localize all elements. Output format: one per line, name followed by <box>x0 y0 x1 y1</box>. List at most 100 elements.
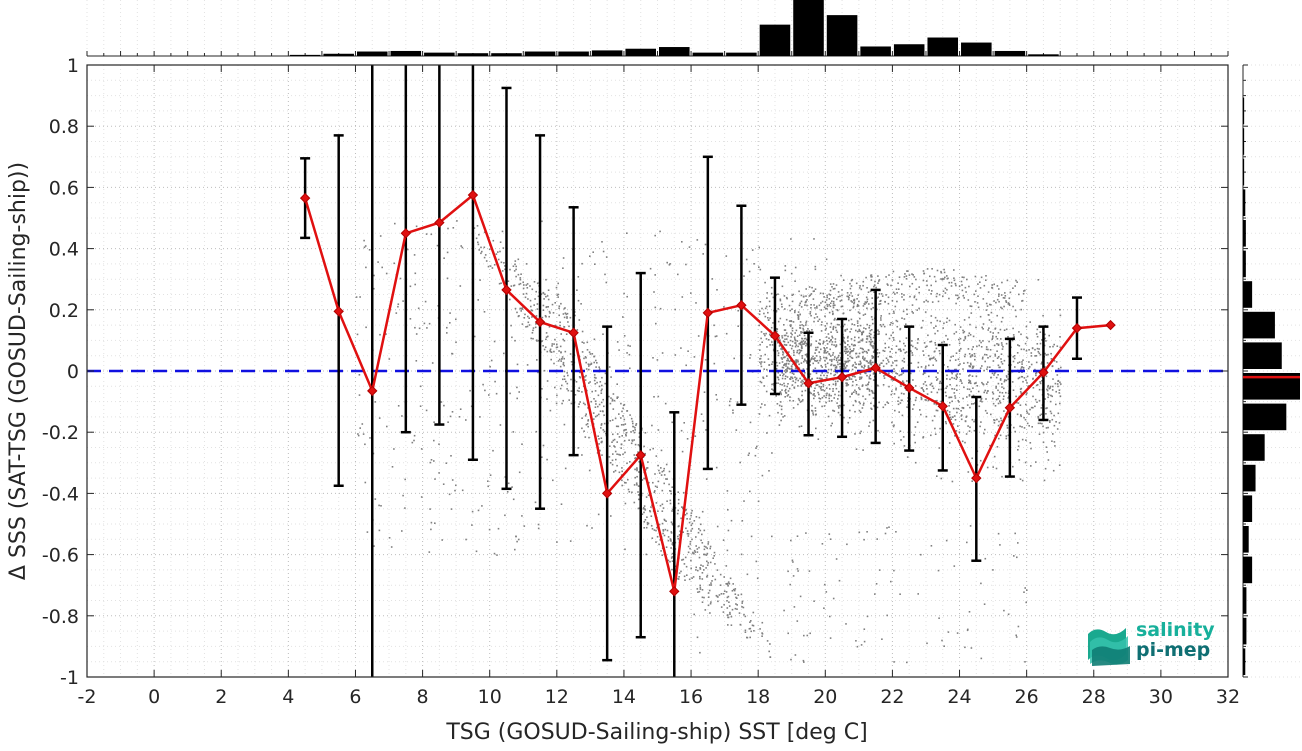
scatter-point <box>771 341 773 343</box>
scatter-point <box>783 324 785 326</box>
scatter-point <box>870 308 873 310</box>
scatter-point <box>862 330 865 333</box>
scatter-point <box>821 405 823 408</box>
scatter-point <box>1042 314 1044 317</box>
scatter-point <box>920 397 923 400</box>
scatter-point <box>703 596 705 599</box>
scatter-point <box>662 529 664 531</box>
scatter-point <box>977 306 980 309</box>
scatter-point <box>916 348 918 351</box>
scatter-point <box>459 408 462 410</box>
scatter-point <box>821 372 823 374</box>
scatter-point <box>969 380 972 382</box>
scatter-point <box>578 376 581 378</box>
scatter-point <box>858 330 860 332</box>
scatter-point <box>859 347 862 349</box>
scatter-point <box>1052 469 1055 472</box>
scatter-point <box>946 409 949 412</box>
scatter-point <box>794 311 796 314</box>
scatter-point <box>792 400 795 402</box>
scatter-point <box>805 532 807 534</box>
scatter-point <box>893 339 895 341</box>
scatter-point <box>534 501 537 504</box>
scatter-point <box>361 423 364 425</box>
scatter-point <box>546 458 548 461</box>
scatter-point <box>989 331 992 333</box>
scatter-point <box>866 360 869 363</box>
scatter-point <box>895 387 897 390</box>
scatter-point <box>936 292 938 295</box>
scatter-point <box>950 396 953 399</box>
scatter-point <box>818 304 821 307</box>
scatter-point <box>795 359 798 361</box>
scatter-point <box>388 537 391 539</box>
scatter-point <box>823 351 826 353</box>
scatter-point <box>373 287 375 290</box>
scatter-point <box>963 319 966 321</box>
scatter-point <box>624 423 627 425</box>
scatter-point <box>618 471 621 474</box>
scatter-point <box>577 276 580 278</box>
scatter-point <box>823 306 826 308</box>
scatter-point <box>759 361 761 364</box>
scatter-point <box>940 278 942 280</box>
scatter-point <box>644 508 646 510</box>
scatter-point <box>401 530 403 532</box>
scatter-point <box>802 327 804 330</box>
scatter-point <box>1034 398 1037 401</box>
scatter-point <box>863 358 865 361</box>
scatter-point <box>701 510 704 513</box>
scatter-point <box>846 328 848 331</box>
scatter-point <box>749 636 751 639</box>
scatter-point <box>902 348 905 351</box>
scatter-point <box>931 268 933 270</box>
scatter-point <box>594 415 597 418</box>
scatter-point <box>1022 359 1024 361</box>
scatter-point <box>549 350 552 353</box>
scatter-point <box>1026 410 1028 412</box>
scatter-point <box>581 391 583 393</box>
scatter-point <box>854 361 856 364</box>
scatter-point <box>784 390 786 392</box>
scatter-point <box>858 341 861 343</box>
scatter-point <box>699 588 702 590</box>
scatter-point <box>899 340 901 343</box>
scatter-point <box>1015 636 1018 638</box>
scatter-point <box>927 300 929 303</box>
scatter-point <box>620 443 623 445</box>
scatter-point <box>1049 421 1051 423</box>
scatter-point <box>790 539 792 542</box>
scatter-point <box>1020 368 1022 370</box>
scatter-point <box>960 415 963 417</box>
scatter-point <box>810 314 812 317</box>
scatter-point <box>374 401 377 403</box>
scatter-point <box>628 439 630 441</box>
scatter-point <box>562 257 565 259</box>
scatter-point <box>828 341 831 343</box>
scatter-point <box>690 530 692 532</box>
scatter-point <box>1049 400 1052 403</box>
scatter-point <box>971 418 974 421</box>
scatter-point <box>868 390 871 392</box>
scatter-point <box>732 588 735 591</box>
scatter-point <box>570 361 573 363</box>
scatter-point <box>953 332 956 335</box>
scatter-point <box>604 273 606 276</box>
scatter-point <box>1032 406 1034 409</box>
scatter-point <box>791 559 794 562</box>
scatter-point <box>1051 440 1053 442</box>
scatter-point <box>964 353 967 356</box>
scatter-point <box>923 272 925 275</box>
scatter-point <box>1035 374 1037 377</box>
scatter-point <box>954 419 957 421</box>
scatter-point <box>621 410 623 413</box>
scatter-point <box>1045 413 1047 415</box>
scatter-point <box>777 352 780 354</box>
scatter-point <box>561 384 563 387</box>
scatter-point <box>851 393 853 395</box>
scatter-point <box>726 583 729 586</box>
scatter-point <box>837 363 839 366</box>
scatter-point <box>869 374 871 377</box>
scatter-point <box>818 351 821 354</box>
scatter-point <box>358 374 361 376</box>
